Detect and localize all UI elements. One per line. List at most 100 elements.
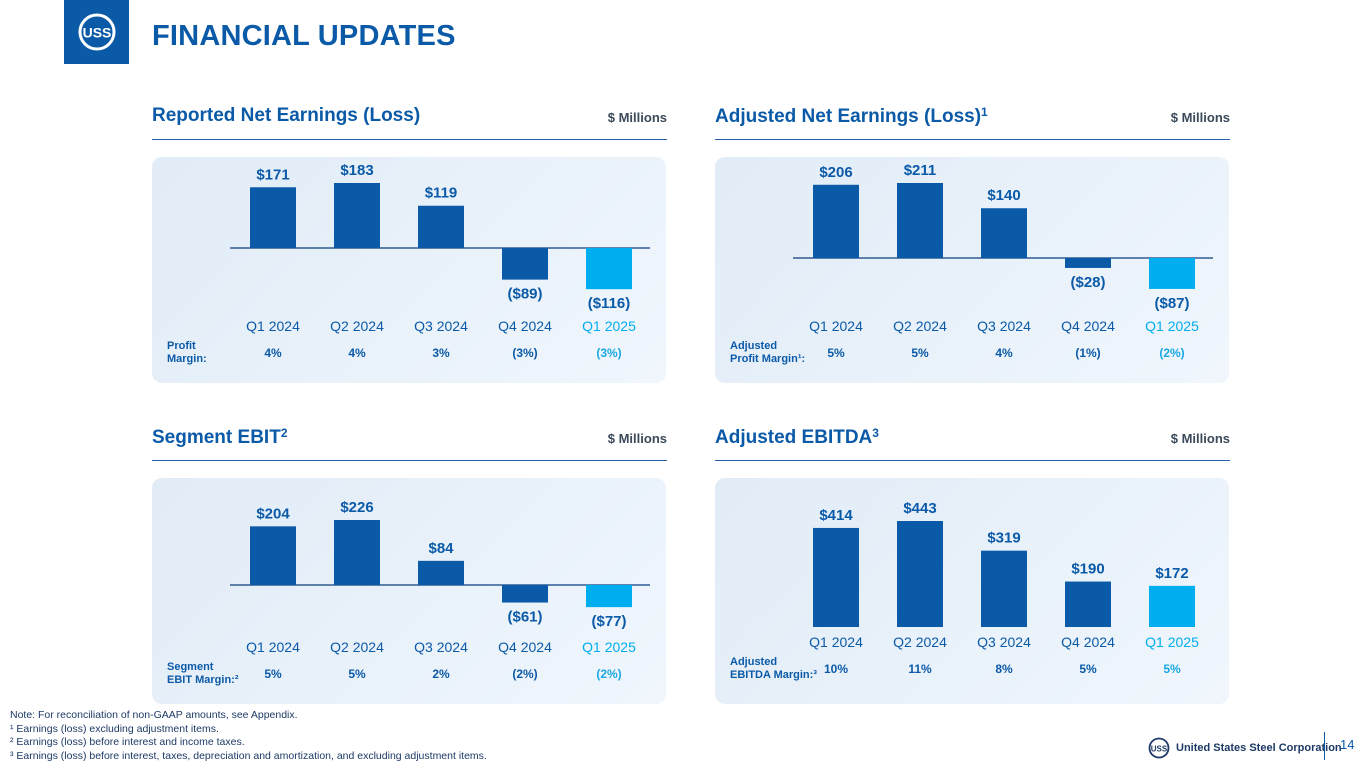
chart-title-segment-ebit: Segment EBIT2 (152, 426, 288, 449)
margin-value: (2%) (1159, 346, 1185, 360)
bar-q2-2024 (334, 183, 380, 248)
data-label: $414 (819, 507, 853, 524)
margin-value: 5% (1079, 662, 1097, 676)
margin-value: 5% (264, 667, 282, 681)
category-label: Q1 2024 (246, 318, 300, 334)
chart-svg: $204 Q1 2024 $226 Q2 2024 $84 Q3 2024 ($61) Q4 … (230, 499, 650, 655)
section-divider (152, 139, 667, 140)
chart-title-text: Segment EBIT (152, 427, 281, 448)
bar-q4-2024 (502, 248, 548, 280)
data-label: ($61) (507, 609, 542, 626)
bar-q4-2024 (1065, 258, 1111, 268)
bar-q1-2025 (586, 585, 632, 608)
margin-value: 5% (911, 346, 929, 360)
margin-label-line: EBITDA Margin:³ (730, 669, 817, 681)
footnote-marker: 3 (872, 426, 879, 440)
footer-brand: USS United States Steel Corporation (1148, 737, 1342, 759)
category-label: Q1 2024 (809, 318, 863, 334)
data-label: $183 (340, 162, 373, 179)
chart-title-reported-net-earnings-loss: Reported Net Earnings (Loss) (152, 105, 420, 127)
margin-value: 5% (1163, 662, 1181, 676)
chart-svg: $171 Q1 2024 $183 Q2 2024 $119 Q3 2024 ($89) Q4… (230, 162, 650, 334)
margin-label: Profit Margin: (167, 340, 207, 366)
note-3: ³ Earnings (loss) before interest, taxes… (10, 749, 487, 762)
data-label: ($87) (1154, 295, 1189, 312)
bar-q1-2025 (1149, 258, 1195, 289)
margin-value: 5% (348, 667, 366, 681)
note-1: ¹ Earnings (loss) excluding adjustment i… (10, 722, 219, 735)
category-label: Q2 2024 (893, 634, 947, 650)
bar-q4-2024 (502, 585, 548, 603)
chart-panel-reported-net-earnings-loss: $171 Q1 2024 $183 Q2 2024 $119 Q3 2024 ($89) Q4… (152, 157, 666, 383)
margin-label: Adjusted Profit Margin¹: (730, 340, 805, 366)
category-label: Q4 2024 (498, 318, 552, 334)
data-label: $190 (1071, 561, 1104, 578)
data-label: ($89) (507, 286, 542, 303)
margin-label-line: Margin: (167, 353, 207, 365)
category-label: Q2 2024 (893, 318, 947, 334)
margin-value: (2%) (596, 667, 622, 681)
chart-panel-adjusted-net-earnings-loss: $206 Q1 2024 $211 Q2 2024 $140 Q3 2024 ($28) Q4… (715, 157, 1229, 383)
bar-q2-2024 (897, 521, 943, 627)
section-divider (715, 139, 1230, 140)
data-label: $319 (987, 530, 1020, 547)
chart-svg: $206 Q1 2024 $211 Q2 2024 $140 Q3 2024 ($28) Q4… (793, 162, 1213, 334)
uss-logo: USS (64, 0, 129, 64)
bar-q1-2024 (813, 184, 859, 258)
margin-value: 4% (264, 346, 282, 360)
section-divider (715, 460, 1230, 461)
units-label: $ Millions (1170, 431, 1230, 446)
note-2: ² Earnings (loss) before interest and in… (10, 736, 245, 748)
category-label: Q1 2025 (1145, 318, 1199, 334)
data-label: ($116) (588, 295, 631, 312)
units-label: $ Millions (607, 110, 667, 125)
data-label: $140 (987, 187, 1020, 204)
data-label: $226 (340, 499, 373, 516)
data-label: $171 (256, 166, 289, 183)
margin-value: 11% (908, 662, 932, 676)
category-label: Q1 2024 (246, 639, 300, 655)
data-label: $443 (903, 500, 936, 517)
bar-q2-2024 (334, 520, 380, 585)
logo-text: USS (82, 25, 111, 41)
category-label: Q3 2024 (414, 318, 468, 334)
chart-title-text: Adjusted EBITDA (715, 427, 873, 448)
section-divider (152, 460, 667, 461)
bar-q3-2024 (418, 560, 464, 585)
chart-title-text: Adjusted Net Earnings (Loss) (715, 106, 982, 127)
bar-q3-2024 (981, 208, 1027, 258)
bar-q1-2025 (586, 248, 632, 290)
bar-q1-2025 (1149, 585, 1195, 627)
margin-value: (2%) (512, 667, 538, 681)
category-label: Q4 2024 (498, 639, 552, 655)
category-label: Q1 2025 (582, 318, 636, 334)
data-label: $211 (904, 162, 937, 179)
chart-panel-segment-ebit: $204 Q1 2024 $226 Q2 2024 $84 Q3 2024 ($61) Q4 … (152, 478, 666, 704)
footer-logo-text: USS (1151, 745, 1168, 754)
bar-q1-2024 (813, 527, 859, 627)
margin-value: 8% (995, 662, 1013, 676)
margin-label-line: Segment (167, 661, 214, 673)
uss-logo-icon: USS (78, 13, 115, 51)
data-label: $204 (256, 505, 290, 522)
category-label: Q1 2025 (582, 639, 636, 655)
footnote-marker: 1 (981, 105, 988, 119)
category-label: Q4 2024 (1061, 634, 1115, 650)
units-label: $ Millions (1170, 110, 1230, 125)
data-label: $206 (819, 164, 852, 181)
bar-q3-2024 (418, 205, 464, 248)
footer-uss-icon: USS (1148, 737, 1170, 759)
bar-q4-2024 (1065, 581, 1111, 627)
footer-divider (1324, 732, 1325, 760)
category-label: Q3 2024 (977, 634, 1031, 650)
margin-label-line: Adjusted (730, 656, 778, 668)
page-number: 14 (1340, 737, 1355, 752)
category-label: Q2 2024 (330, 639, 384, 655)
chart-panel-adjusted-ebitda: $414 Q1 2024 $443 Q2 2024 $319 Q3 2024 $190 Q4 … (715, 478, 1229, 704)
bar-q1-2024 (250, 187, 296, 248)
bar-q3-2024 (981, 550, 1027, 627)
margin-label-line: Adjusted (730, 340, 778, 352)
footnote-marker: 2 (280, 426, 288, 440)
category-label: Q1 2025 (1145, 634, 1199, 650)
data-label: $84 (428, 540, 454, 557)
